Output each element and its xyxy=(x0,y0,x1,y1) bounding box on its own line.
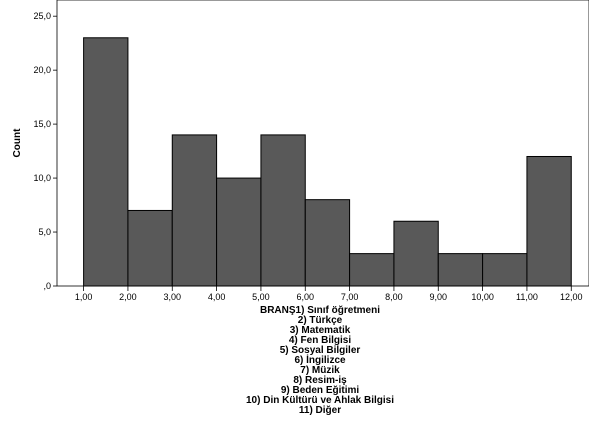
histogram-bar-5 xyxy=(260,134,306,287)
x-axis-title-line: 9) Beden Eğitimi xyxy=(280,385,360,396)
histogram-bar-6 xyxy=(304,199,351,287)
x-tick-label: 7,00 xyxy=(341,292,359,302)
x-tick-label: 9,00 xyxy=(430,292,448,302)
y-tick-label: 20,0 xyxy=(33,65,51,75)
x-tick-label: 2,00 xyxy=(119,292,137,302)
y-axis-title: Count xyxy=(12,128,23,158)
x-axis-title-line: BRANŞ1) Sınıf öğretmeni xyxy=(259,305,380,316)
x-tick-label: 1,00 xyxy=(75,292,93,302)
y-tick-label: 5,0 xyxy=(38,227,51,237)
x-tick-label: 6,00 xyxy=(297,292,315,302)
x-tick-label: 5,00 xyxy=(252,292,270,302)
histogram-bar-1 xyxy=(83,37,129,287)
y-tick-label: 10,0 xyxy=(33,173,51,183)
y-axis-ticks: ,0 5,0 10,0 15,0 20,0 25,0 xyxy=(33,11,57,291)
y-tick-label: 25,0 xyxy=(33,11,51,21)
x-axis-title-line: 3) Matematik xyxy=(289,325,351,336)
x-tick-label: 11,00 xyxy=(516,292,538,302)
x-axis-title-line: 10) Din Kültürü ve Ahlak Bilgisi xyxy=(246,395,394,406)
x-tick-label: 3,00 xyxy=(164,292,182,302)
histogram-bar-11 xyxy=(526,155,572,287)
x-tick-label: 10,00 xyxy=(471,292,494,302)
histogram-bar-4 xyxy=(216,177,262,287)
x-axis-title-line: 2) Türkçe xyxy=(297,315,343,326)
x-axis-title-line: 4) Fen Bilgisi xyxy=(288,335,352,346)
bars-group xyxy=(83,37,572,287)
x-tick-label: 4,00 xyxy=(208,292,226,302)
x-axis-title-line: 11) Diğer xyxy=(298,405,342,416)
x-axis-title: BRANŞ1) Sınıf öğretmeni 2) Türkçe 3) Matem… xyxy=(120,306,520,416)
x-axis-ticks: 1,00 2,00 3,00 4,00 5,00 6,00 7,00 8,00 9,00 10,0… xyxy=(75,286,583,302)
x-tick-label: 8,00 xyxy=(385,292,403,302)
y-tick-label: ,0 xyxy=(43,281,51,291)
y-tick-label: 15,0 xyxy=(33,119,51,129)
histogram-bar-9 xyxy=(437,253,484,287)
x-tick-label: 12,00 xyxy=(560,292,583,302)
histogram-bar-10 xyxy=(482,253,528,287)
x-axis-title-line: 7) Müzik xyxy=(300,365,340,376)
histogram-bar-8 xyxy=(393,220,439,287)
x-axis-title-line: 8) Resim-iş xyxy=(293,375,347,386)
x-axis-title-line: 6) İngilizce xyxy=(294,355,346,366)
histogram-bar-3 xyxy=(171,134,218,287)
histogram-bar-7 xyxy=(349,253,395,287)
histogram-bar-2 xyxy=(127,209,173,287)
x-axis-title-line: 5) Sosyal Bilgiler xyxy=(279,345,361,356)
